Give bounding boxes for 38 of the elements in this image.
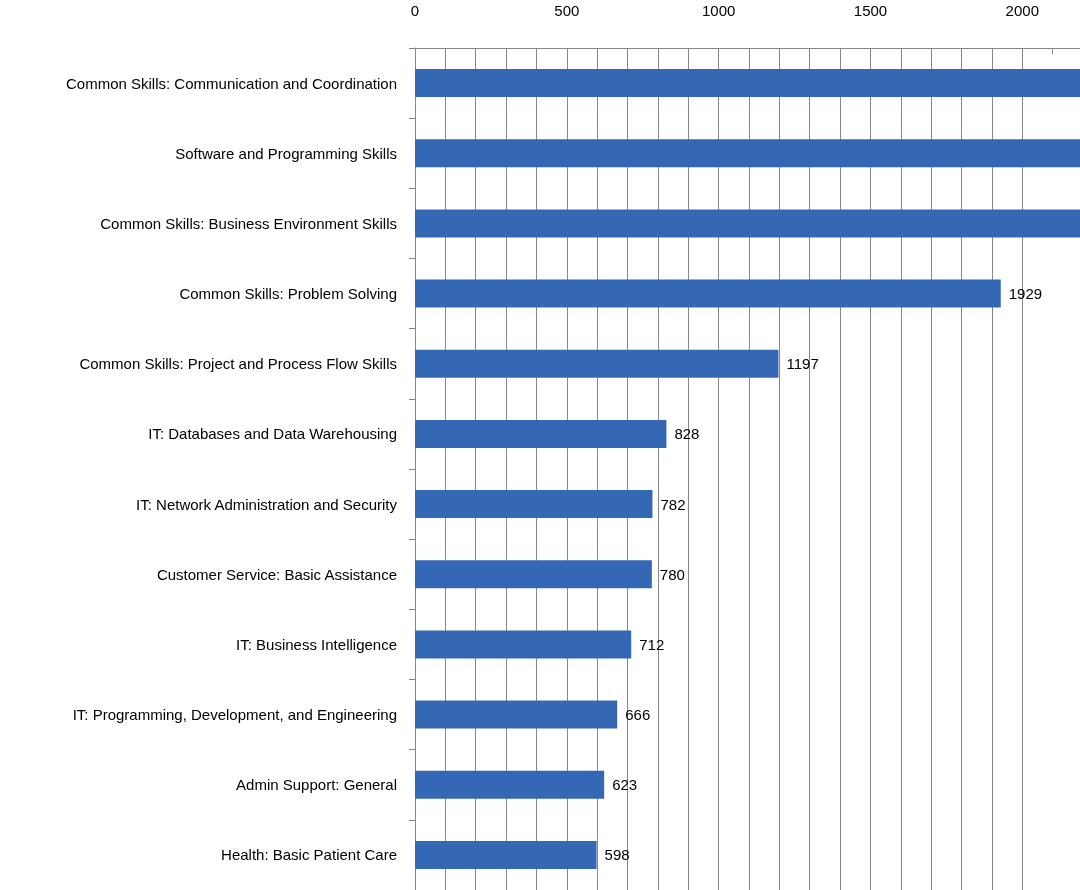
y-tick-label: Common Skills: Problem Solving <box>179 285 397 303</box>
y-tick-label: IT: Network Administration and Security <box>136 495 398 513</box>
x-tick-label: 0 <box>410 2 420 19</box>
data-label: 828 <box>674 425 700 443</box>
y-tick-label: Common Skills: Communication and Coordination <box>66 74 397 92</box>
y-tick-label: Software and Programming Skills <box>175 144 397 162</box>
bar <box>415 840 597 869</box>
y-tick-label: IT: Business Intelligence <box>236 635 397 653</box>
bar <box>415 139 1080 168</box>
data-label: 780 <box>659 565 685 583</box>
y-tick-label: Common Skills: Project and Process Flow Skills <box>79 355 397 373</box>
data-label: 1929 <box>1008 285 1043 303</box>
x-tick-label: 2000 <box>1005 2 1039 19</box>
y-tick-label: IT: Programming, Development, and Engineering <box>72 706 397 724</box>
data-label: 598 <box>604 846 630 864</box>
bar <box>415 560 652 589</box>
y-tick-label: Health: Basic Patient Care <box>221 846 397 864</box>
data-label: 782 <box>660 495 686 513</box>
bar <box>415 630 632 659</box>
bar <box>415 490 653 519</box>
bar <box>415 209 1080 238</box>
data-label: 666 <box>625 706 651 724</box>
bar <box>415 349 779 378</box>
y-tick-label: Admin Support: General <box>236 776 397 794</box>
bar <box>415 419 667 448</box>
bar <box>415 69 1080 98</box>
data-label: 1197 <box>786 355 819 373</box>
bar <box>415 700 618 729</box>
data-label: 712 <box>639 635 665 653</box>
y-tick-label: IT: Databases and Data Warehousing <box>148 425 397 443</box>
x-tick-label: 1000 <box>701 2 736 19</box>
y-tick-label: Customer Service: Basic Assistance <box>156 565 397 583</box>
data-label: 623 <box>612 776 638 794</box>
bar <box>415 279 1001 308</box>
bar <box>415 770 605 799</box>
x-tick-label: 1500 <box>853 2 888 19</box>
y-tick-label: Common Skills: Business Environment Skills <box>100 214 397 232</box>
x-tick-label: 500 <box>554 2 580 19</box>
